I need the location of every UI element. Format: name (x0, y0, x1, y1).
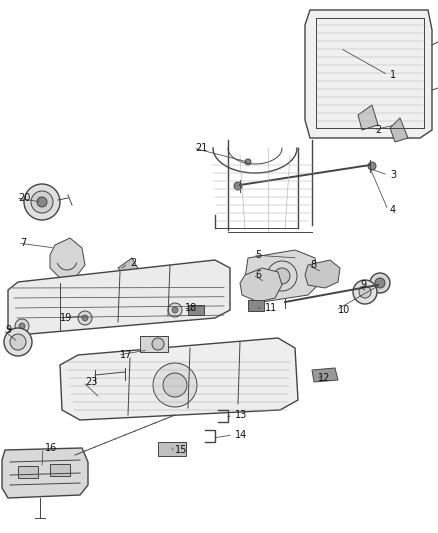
Circle shape (245, 159, 251, 165)
Bar (18, 466, 38, 478)
Text: 20: 20 (18, 193, 30, 203)
Text: 12: 12 (318, 373, 330, 383)
Text: 6: 6 (255, 270, 261, 280)
Circle shape (163, 373, 187, 397)
Text: 13: 13 (235, 410, 247, 420)
Polygon shape (358, 105, 378, 130)
Circle shape (368, 162, 376, 170)
Polygon shape (118, 258, 140, 280)
Circle shape (15, 319, 29, 333)
Bar (248, 300, 264, 311)
Text: 5: 5 (255, 250, 261, 260)
Polygon shape (390, 118, 408, 142)
Circle shape (234, 182, 242, 190)
Text: 1: 1 (390, 70, 396, 80)
Text: 7: 7 (20, 238, 26, 248)
Bar (158, 442, 186, 456)
Circle shape (153, 363, 197, 407)
Circle shape (37, 197, 47, 207)
Text: 16: 16 (45, 443, 57, 453)
Circle shape (10, 334, 26, 350)
Text: 2: 2 (130, 258, 136, 268)
Polygon shape (60, 338, 298, 420)
Text: 21: 21 (195, 143, 207, 153)
Circle shape (31, 191, 53, 213)
Text: 11: 11 (265, 303, 277, 313)
Circle shape (19, 323, 25, 329)
Circle shape (78, 311, 92, 325)
Circle shape (370, 273, 390, 293)
Bar (140, 336, 168, 352)
Circle shape (168, 303, 182, 317)
Polygon shape (245, 250, 318, 302)
Text: 23: 23 (85, 377, 97, 387)
Circle shape (353, 280, 377, 304)
Bar (50, 464, 70, 476)
Text: 2: 2 (375, 125, 381, 135)
Text: 10: 10 (338, 305, 350, 315)
Circle shape (359, 286, 371, 298)
Polygon shape (305, 260, 340, 288)
Text: 4: 4 (390, 205, 396, 215)
Circle shape (82, 315, 88, 321)
Polygon shape (2, 448, 88, 498)
Circle shape (4, 328, 32, 356)
Text: 15: 15 (175, 445, 187, 455)
Polygon shape (240, 268, 282, 302)
Text: 8: 8 (310, 260, 316, 270)
Text: 17: 17 (120, 350, 132, 360)
Text: 14: 14 (235, 430, 247, 440)
Circle shape (274, 268, 290, 284)
Bar (188, 305, 204, 315)
Text: 19: 19 (60, 313, 72, 323)
Circle shape (375, 278, 385, 288)
Text: 18: 18 (185, 303, 197, 313)
Polygon shape (8, 260, 230, 335)
Text: 3: 3 (390, 170, 396, 180)
Circle shape (172, 307, 178, 313)
Polygon shape (50, 238, 85, 278)
Text: 9: 9 (5, 325, 11, 335)
Polygon shape (312, 368, 338, 382)
Circle shape (152, 338, 164, 350)
Polygon shape (305, 10, 432, 138)
Circle shape (24, 184, 60, 220)
Text: 9: 9 (360, 280, 366, 290)
